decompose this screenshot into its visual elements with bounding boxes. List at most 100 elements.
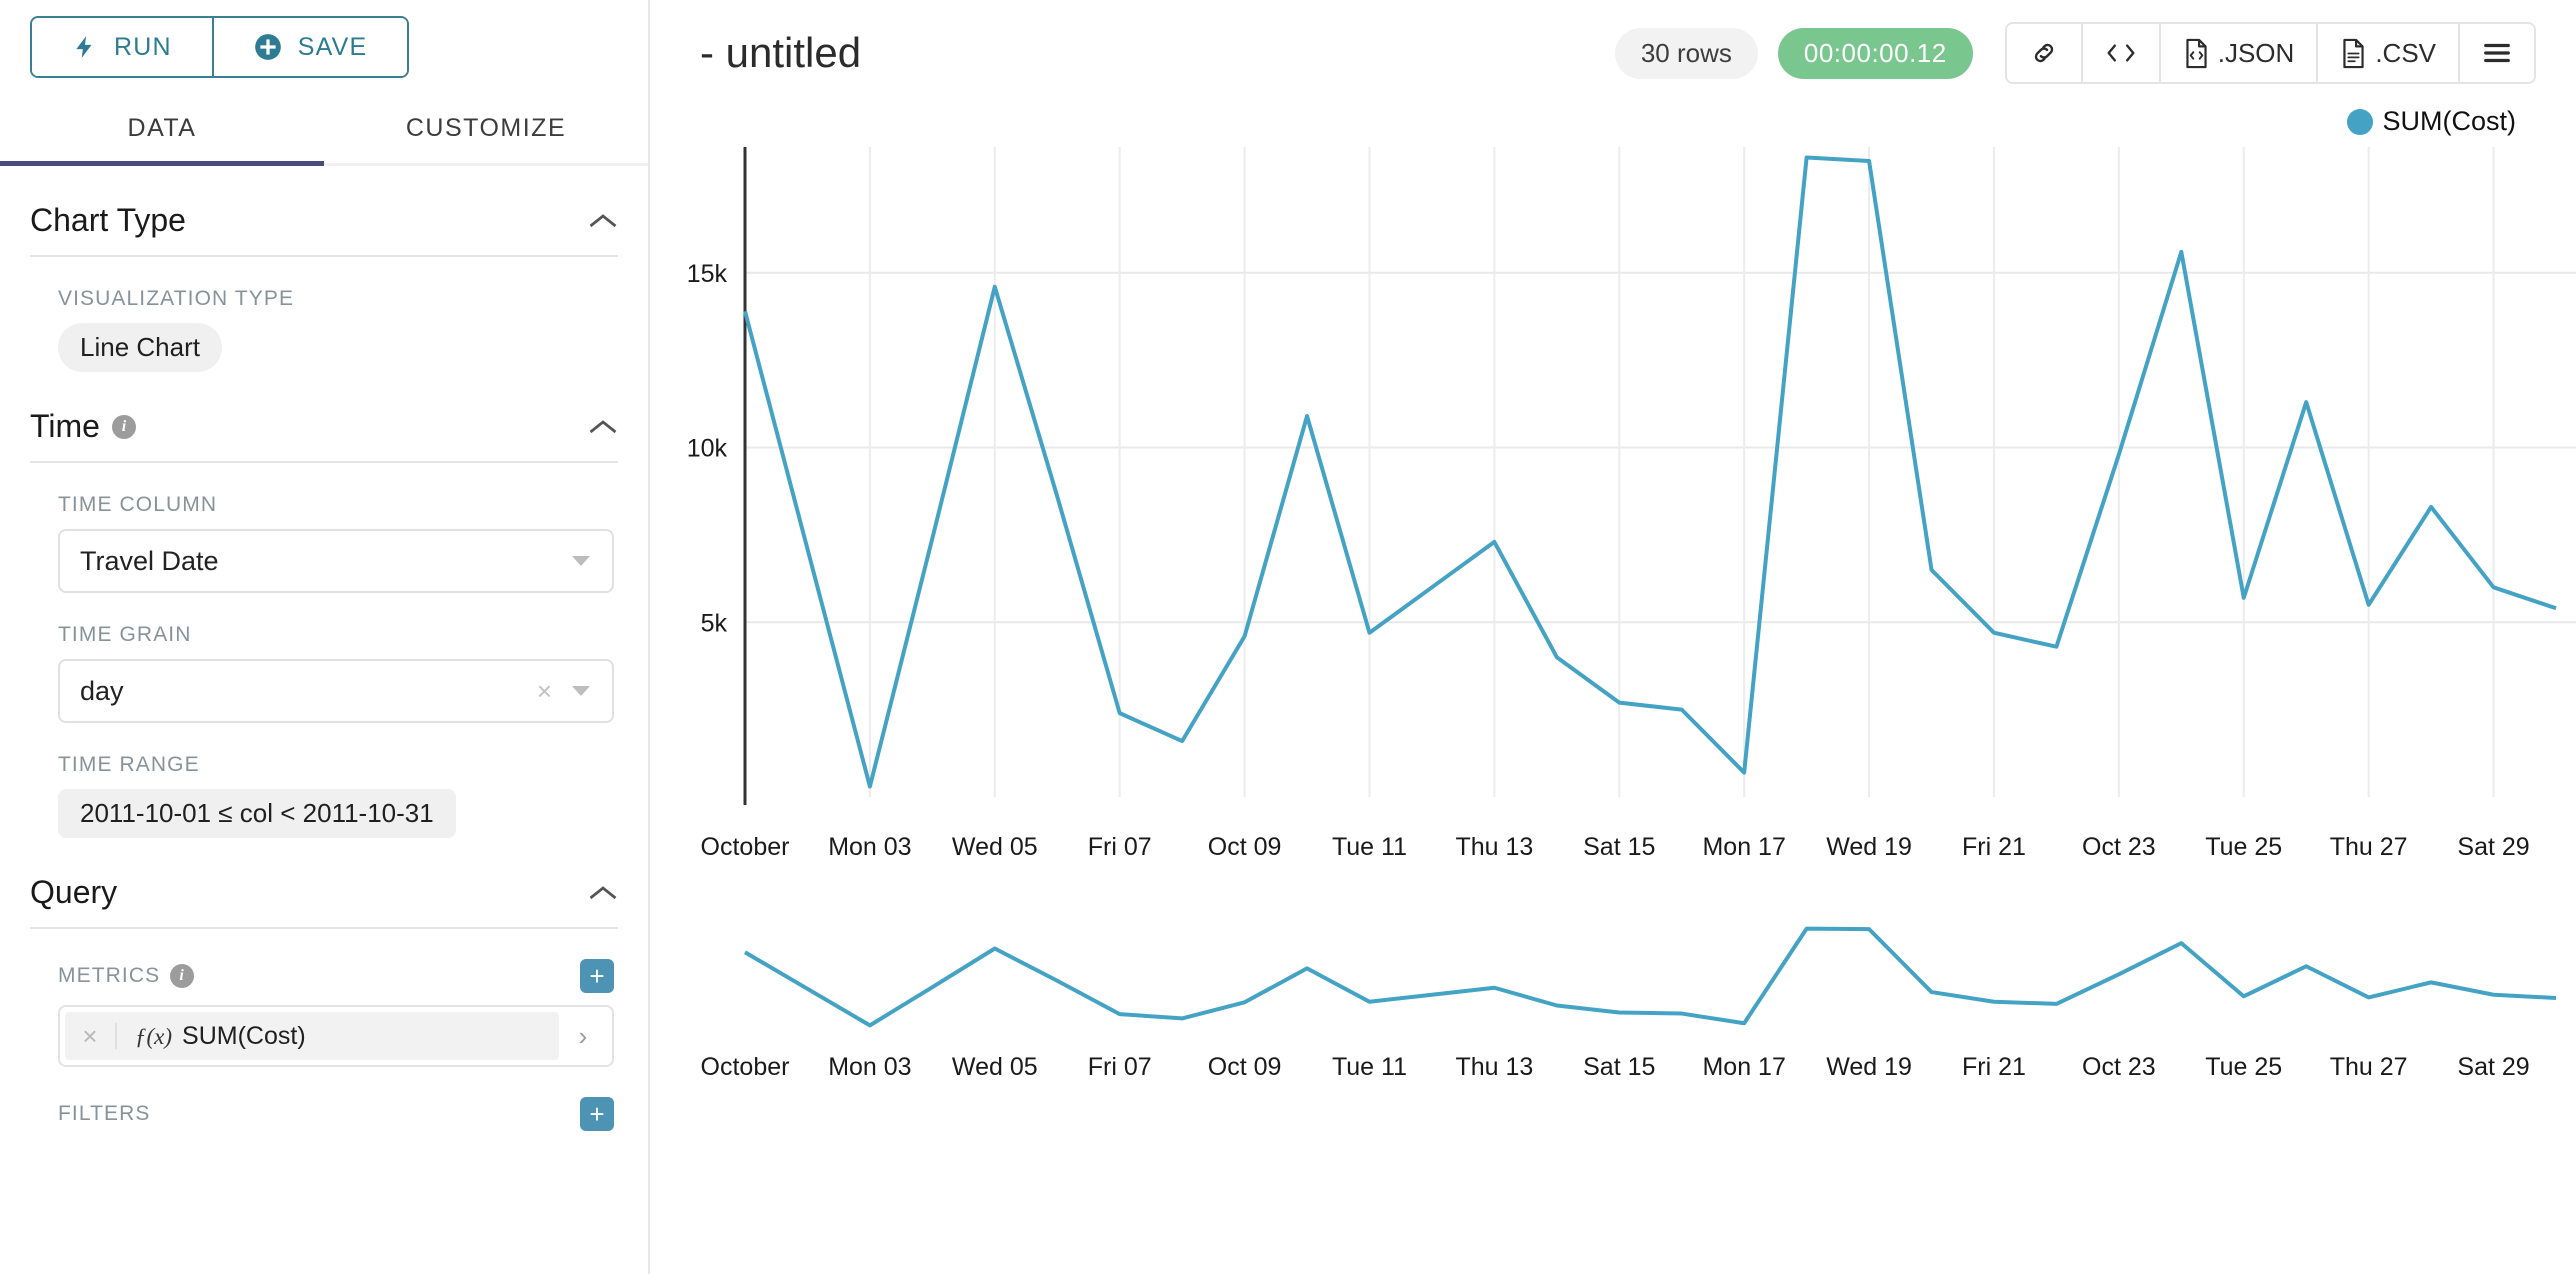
section-time-header[interactable]: Time i [30, 408, 618, 463]
visualization-type-label: VISUALIZATION TYPE [58, 287, 295, 310]
svg-text:Oct 09: Oct 09 [1208, 833, 1282, 861]
add-filter-button[interactable]: + [580, 1097, 614, 1131]
export-csv-label: .CSV [2375, 37, 2436, 68]
field-visualization-type: VISUALIZATION TYPE Line Chart [30, 287, 618, 372]
field-time-column: TIME COLUMN Travel Date [30, 493, 618, 593]
svg-text:Tue 11: Tue 11 [1332, 833, 1407, 861]
field-time-range: TIME RANGE 2011-10-01 ≤ col < 2011-10-31 [30, 753, 618, 838]
share-link-button[interactable] [2006, 24, 2081, 82]
svg-text:Thu 13: Thu 13 [1455, 833, 1533, 861]
export-json-button[interactable]: .JSON [2158, 24, 2317, 82]
tab-data[interactable]: DATA [0, 100, 324, 166]
section-chart-type-title: Chart Type [30, 202, 186, 238]
metrics-label: METRICS [58, 964, 161, 987]
section-time: Time i TIME COLUMN Travel Date TIME G [30, 408, 618, 838]
svg-text:Wed 05: Wed 05 [952, 833, 1038, 861]
page-title[interactable]: - untitled [700, 29, 862, 76]
section-query: Query METRICS i + × [30, 874, 618, 1131]
chart-toolbar: .JSON .CSV [2004, 22, 2536, 84]
json-file-icon [2183, 38, 2210, 69]
code-icon [2105, 39, 2137, 67]
remove-metric-icon[interactable]: × [65, 1023, 117, 1049]
time-column-select[interactable]: Travel Date [58, 529, 614, 593]
view-query-button[interactable] [2080, 24, 2159, 82]
metric-value: SUM(Cost) [182, 1021, 306, 1050]
chevron-up-icon [588, 212, 618, 230]
chevron-up-icon [588, 418, 618, 436]
svg-text:Fri 07: Fri 07 [1088, 833, 1152, 861]
metrics-label-wrap: METRICS i [58, 964, 195, 988]
section-query-title: Query [30, 874, 118, 910]
filters-row-header: FILTERS + [58, 1097, 614, 1131]
metric-item[interactable]: × ƒ(x) SUM(Cost) › [58, 1005, 614, 1067]
time-grain-select[interactable]: day × [58, 659, 614, 723]
section-time-title: Time i [30, 408, 136, 445]
save-button[interactable]: SAVE [211, 18, 408, 76]
section-chart-type: Chart Type VISUALIZATION TYPE Line Chart [30, 202, 618, 372]
metric-label-wrap: ƒ(x) SUM(Cost) [117, 1022, 306, 1051]
svg-text:Oct 09: Oct 09 [1208, 1053, 1282, 1081]
panel-tabs: DATA CUSTOMIZE [0, 100, 648, 166]
visualization-type-value[interactable]: Line Chart [58, 323, 222, 372]
filters-label: FILTERS [58, 1102, 151, 1125]
export-json-label: .JSON [2217, 37, 2295, 68]
svg-text:Sat 15: Sat 15 [1583, 1053, 1655, 1081]
chevron-right-icon[interactable]: › [578, 1020, 588, 1051]
svg-text:Mon 17: Mon 17 [1702, 1053, 1785, 1081]
info-icon[interactable]: i [170, 964, 195, 988]
svg-text:Tue 25: Tue 25 [2205, 1053, 2282, 1081]
svg-text:Sat 29: Sat 29 [2457, 833, 2529, 861]
legend-marker-icon [2346, 108, 2373, 135]
chart-plot-area[interactable]: 5k 10k 15k October Mon 03 Wed 05 Fri 07 Oct 09 T… [650, 137, 2576, 1274]
time-range-label: TIME RANGE [58, 753, 200, 776]
info-icon[interactable]: i [111, 414, 136, 439]
field-metrics: METRICS i + × ƒ(x) SUM(Cost) [30, 959, 618, 1067]
plus-circle-icon [254, 33, 282, 61]
clear-icon[interactable]: × [536, 675, 552, 706]
line-chart-svg[interactable]: 5k 10k 15k October Mon 03 Wed 05 Fri 07 Oct 09 T… [650, 137, 2576, 1257]
svg-text:Fri 21: Fri 21 [1962, 1053, 2026, 1081]
tab-data-label: DATA [127, 114, 197, 142]
run-button[interactable]: RUN [32, 18, 212, 76]
panel-actions: RUN SAVE [0, 0, 648, 78]
svg-text:Sat 29: Sat 29 [2457, 1053, 2529, 1081]
time-column-value: Travel Date [80, 545, 219, 576]
chevron-up-icon [588, 884, 618, 902]
control-panel: RUN SAVE DATA CUSTOMIZE [0, 0, 650, 1274]
run-button-label: RUN [114, 32, 172, 61]
panel-body: Chart Type VISUALIZATION TYPE Line Chart… [0, 166, 648, 1274]
chevron-down-icon [572, 686, 590, 696]
svg-text:Wed 19: Wed 19 [1826, 833, 1912, 861]
svg-text:Mon 03: Mon 03 [828, 1053, 911, 1081]
svg-text:Fri 21: Fri 21 [1962, 833, 2026, 861]
svg-text:Tue 25: Tue 25 [2205, 833, 2282, 861]
duration-badge: 00:00:00.12 [1777, 27, 1973, 79]
svg-text:Wed 19: Wed 19 [1826, 1053, 1912, 1081]
chart-panel: - untitled 30 rows 00:00:00.12 [650, 0, 2576, 1274]
time-range-value[interactable]: 2011-10-01 ≤ col < 2011-10-31 [58, 789, 456, 838]
chevron-down-icon [572, 556, 590, 566]
svg-text:Thu 13: Thu 13 [1455, 1053, 1533, 1081]
svg-text:October: October [701, 833, 790, 861]
field-filters: FILTERS + [30, 1097, 618, 1131]
add-metric-button[interactable]: + [580, 959, 614, 993]
export-csv-button[interactable]: .CSV [2316, 24, 2458, 82]
run-save-button-group: RUN SAVE [30, 16, 410, 78]
svg-text:Fri 07: Fri 07 [1088, 1053, 1152, 1081]
section-query-header[interactable]: Query [30, 874, 618, 929]
tab-customize[interactable]: CUSTOMIZE [324, 100, 648, 163]
bolt-icon [72, 32, 98, 62]
svg-text:Sat 15: Sat 15 [1583, 833, 1655, 861]
more-menu-button[interactable] [2458, 24, 2534, 82]
chart-header: - untitled 30 rows 00:00:00.12 [650, 0, 2576, 84]
svg-text:Thu 27: Thu 27 [2330, 833, 2408, 861]
metric-chip: × ƒ(x) SUM(Cost) [65, 1012, 559, 1060]
hamburger-menu-icon [2482, 40, 2512, 66]
save-button-label: SAVE [297, 32, 368, 61]
svg-text:5k: 5k [701, 609, 728, 637]
legend-label[interactable]: SUM(Cost) [2382, 106, 2517, 136]
section-chart-type-header[interactable]: Chart Type [30, 202, 618, 257]
tab-customize-label: CUSTOMIZE [405, 114, 567, 142]
svg-text:Oct 23: Oct 23 [2082, 1053, 2156, 1081]
